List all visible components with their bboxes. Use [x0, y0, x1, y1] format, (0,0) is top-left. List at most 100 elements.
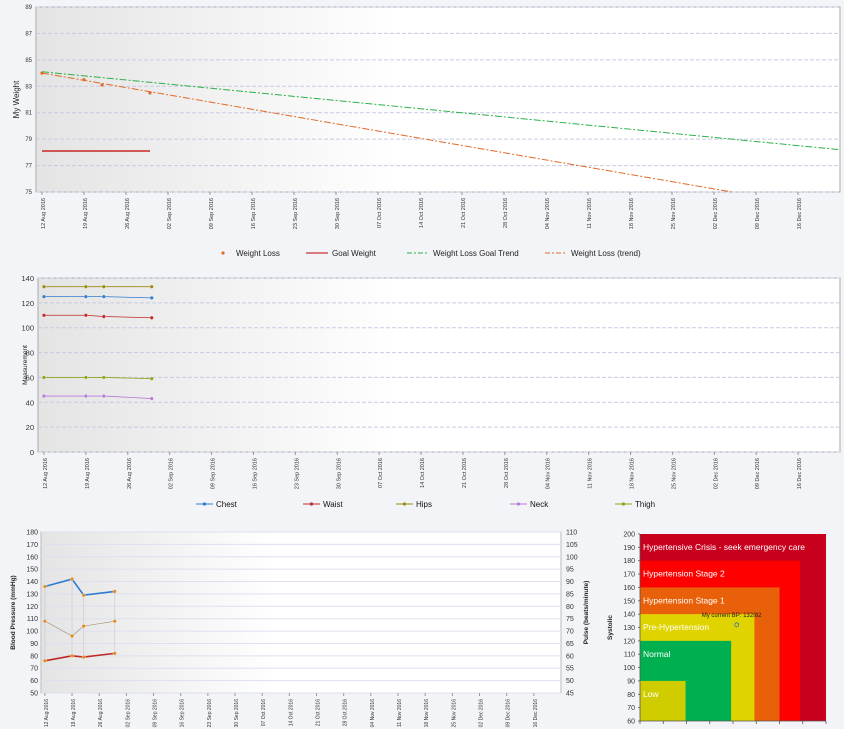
plot-area [40, 531, 562, 694]
x-tick-label: 26 Aug 2016 [125, 198, 131, 229]
legend-label: Weight Loss Goal Trend [433, 249, 519, 258]
y2-tick-label: 85 [566, 591, 574, 598]
legend-label: Goal Weight [332, 249, 377, 258]
series-line-pulse [44, 620, 115, 637]
legend-marker-dot [621, 502, 626, 506]
point-hips [101, 284, 106, 289]
x-tick-label: 09 Sep 2016 [153, 699, 159, 728]
y2-tick-label: 50 [566, 678, 574, 685]
x-tick-label: 16 Sep 2016 [251, 198, 257, 229]
zone-label: Hypertensive Crisis - seek emergency car… [643, 542, 805, 552]
y-tick-label: 90 [30, 641, 38, 648]
y-tick-label: 60 [627, 719, 635, 726]
measurement-chart: 0 20 40 60 80 100 120 140 Measurement 12 Aug 2016… [21, 274, 841, 509]
zone-5 [640, 680, 686, 721]
y2-tick-label: 60 [566, 653, 574, 660]
y-axis-title: My Weight [12, 80, 21, 118]
y-tick-label: 87 [25, 31, 32, 37]
x-tick-label: 04 Nov 2016 [546, 458, 552, 489]
plot-area [35, 6, 841, 193]
y2-tick-label: 95 [566, 567, 574, 574]
point-waist [83, 313, 88, 318]
x-tick-label: 02 Sep 2016 [167, 198, 173, 229]
legend-marker [221, 251, 225, 255]
point-neck [83, 394, 88, 399]
y-tick-label: 100 [21, 324, 34, 333]
bp-zone-chart: Hypertensive Crisis - seek emergency car… [607, 532, 827, 726]
point-thigh [149, 376, 154, 381]
x-tick-label: 02 Dec 2016 [713, 198, 719, 229]
zone-label: Normal [643, 649, 671, 659]
y-tick-label: 89 [25, 5, 32, 11]
x-tick-label: 23 Sep 2016 [294, 458, 300, 489]
weight-point [82, 78, 86, 82]
y-tick-label: 80 [30, 653, 38, 660]
current-bp-label: My current BP: 132/82 [702, 613, 762, 619]
point-diastolic [81, 655, 86, 660]
point-chest [101, 294, 106, 299]
y-tick-label: 180 [623, 558, 635, 565]
x-tick-label: 11 Nov 2016 [587, 198, 593, 229]
zone-label: Low [643, 689, 659, 699]
point-pulse [81, 624, 86, 629]
y-tick-label: 200 [623, 532, 635, 539]
y-tick-label: 130 [26, 591, 38, 598]
legend-label: Weight Loss [236, 249, 280, 258]
x-tick-label: 12 Aug 2016 [44, 699, 50, 727]
y2-tick-label: 45 [566, 691, 574, 698]
point-chest [42, 294, 46, 299]
point-neck [42, 394, 46, 399]
x-tick-label: 11 Nov 2016 [397, 699, 403, 727]
point-systolic [81, 593, 86, 598]
point-waist [42, 313, 46, 318]
point-pulse [112, 619, 117, 624]
y-tick-label: 180 [26, 530, 38, 537]
y-tick-label: 85 [25, 58, 32, 64]
goal-trend-line [41, 71, 841, 151]
y-tick-label: 120 [21, 299, 34, 308]
x-tick-label: 02 Dec 2016 [713, 458, 719, 489]
x-tick-label: 09 Sep 2016 [209, 198, 215, 229]
x-tick-label: 26 Aug 2016 [98, 699, 104, 727]
x-tick-label: 30 Sep 2016 [335, 198, 341, 229]
y2-tick-label: 110 [566, 530, 577, 537]
weight-chart: 75 77 79 81 83 85 87 89 My Weight 12 Aug 2016 19 A… [12, 5, 841, 258]
y-tick-label: 100 [623, 665, 635, 672]
x-tick-label: 02 Sep 2016 [169, 458, 175, 489]
x-tick-label: 12 Aug 2016 [41, 198, 47, 229]
x-tick-label: 16 Sep 2016 [180, 699, 186, 728]
point-neck [101, 394, 106, 399]
y2-tick-label: 105 [566, 542, 578, 549]
x-tick-label: 09 Dec 2016 [755, 458, 761, 489]
x-tick-label: 30 Sep 2016 [336, 458, 342, 489]
x-tick-label: 14 Oct 2016 [288, 699, 294, 726]
y-tick-label: 60 [26, 373, 34, 382]
y-tick-label: 0 [30, 448, 34, 457]
zone-label: Pre-Hypertension [643, 622, 709, 632]
point-thigh [83, 375, 88, 380]
y-tick-label: 150 [26, 567, 38, 574]
x-tick-label: 07 Oct 2016 [378, 458, 384, 488]
y2-axis-title: Pulse (beats/minute) [583, 581, 590, 645]
x-tick-label: 19 Aug 2016 [71, 699, 77, 727]
legend-marker-dot [402, 502, 407, 506]
x-tick-label: 18 Nov 2016 [424, 699, 430, 728]
y-tick-label: 120 [623, 638, 635, 645]
y-tick-label: 90 [627, 678, 635, 685]
x-tick-label: 25 Nov 2016 [671, 198, 677, 229]
series-line-waist [43, 314, 152, 319]
y2-tick-label: 90 [566, 579, 574, 586]
y-tick-label: 110 [624, 652, 635, 659]
y-tick-label: 160 [623, 585, 635, 592]
y-tick-label: 20 [26, 423, 34, 432]
y-tick-label: 80 [26, 349, 34, 358]
x-tick-label: 18 Nov 2016 [629, 198, 635, 229]
y-tick-label: 83 [25, 84, 32, 90]
y-tick-label: 40 [26, 398, 34, 407]
point-waist [101, 314, 106, 319]
y-tick-label: 110 [27, 616, 38, 623]
y-tick-label: 80 [627, 692, 635, 699]
point-diastolic [42, 658, 47, 663]
y-tick-label: 81 [25, 111, 32, 117]
x-tick-label: 02 Sep 2016 [125, 699, 131, 728]
